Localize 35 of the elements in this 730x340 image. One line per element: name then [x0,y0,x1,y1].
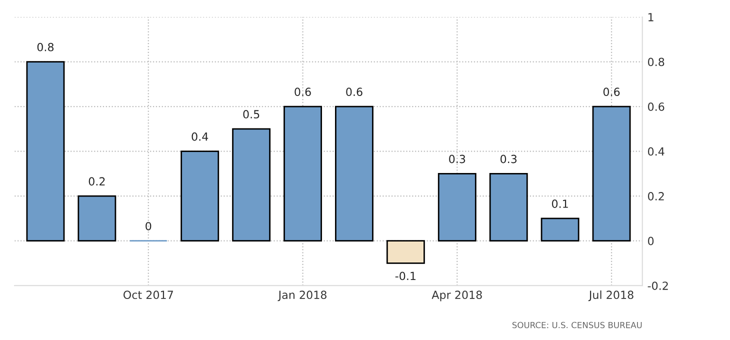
data-label: 0.6 [346,88,362,96]
x-tick-label: Oct 2017 [124,290,173,300]
data-label: 0.5 [243,110,260,118]
bar [592,106,631,242]
bar [78,195,116,242]
bar [180,150,220,242]
bar [284,106,322,242]
bar [540,218,580,242]
bar [489,172,528,242]
bar [232,128,271,242]
data-label: 0.6 [294,88,311,96]
source-note: SOURCE: U.S. CENSUS BUREAU [512,322,642,328]
data-label: 0.2 [88,177,105,186]
x-tick-label: Jan 2018 [278,290,326,302]
data-label: 0.1 [552,200,568,208]
data-label: 0.3 [449,154,466,164]
x-tick-label: Apr 2018 [432,290,482,302]
bar [386,240,425,264]
y-tick-label: 0.8 [648,58,664,66]
y-tick-label: 0 [648,236,654,246]
bar [335,106,374,242]
y-tick-label: -0.2 [648,282,668,290]
y-tick-label: 1 [648,13,654,22]
data-label: 0.8 [37,42,54,52]
data-label: -0.1 [395,272,416,280]
data-label: 0 [146,222,152,230]
y-tick-label: 0.2 [648,192,664,200]
data-label: 0.6 [603,88,620,96]
bar [438,172,476,242]
data-label: 0.3 [500,154,517,164]
data-label: 0.4 [192,132,208,141]
x-tick-label: Jul 2018 [588,290,634,302]
y-tick-label: 0.4 [648,147,664,156]
y-tick-label: 0.6 [648,102,664,111]
bar [26,61,65,242]
